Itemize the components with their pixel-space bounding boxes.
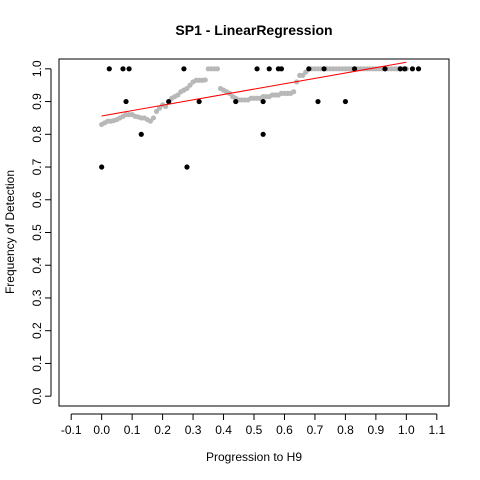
x-tick-label-2: 0.1 xyxy=(124,423,141,437)
y-tick-label-5: 0.5 xyxy=(30,224,44,241)
black-point-9 xyxy=(196,98,202,105)
gray-point-34 xyxy=(202,77,208,83)
black-point-22 xyxy=(382,66,388,72)
black-point-10 xyxy=(233,98,239,105)
x-tick-label-12: 1.1 xyxy=(428,423,445,437)
black-point-2 xyxy=(120,66,126,72)
black-point-18 xyxy=(315,98,321,105)
gray-point-19 xyxy=(156,105,163,111)
y-tick-label-1: 0.1 xyxy=(30,355,44,372)
x-tick-label-8: 0.7 xyxy=(307,423,324,437)
gray-point-17 xyxy=(150,115,157,121)
black-point-24 xyxy=(402,66,408,72)
gray-point-67 xyxy=(303,69,309,75)
black-point-6 xyxy=(166,98,172,105)
gray-points-layer xyxy=(99,66,409,128)
x-tick-label-3: 0.2 xyxy=(154,423,171,437)
black-point-23 xyxy=(397,66,403,72)
gray-point-28 xyxy=(184,85,190,92)
black-point-4 xyxy=(123,98,129,105)
black-point-16 xyxy=(278,66,285,72)
chart-title: SP1 - LinearRegression xyxy=(175,22,332,38)
regression-line-layer xyxy=(101,61,407,117)
y-tick-label-10: 1.0 xyxy=(30,60,44,77)
gray-point-29 xyxy=(187,82,193,88)
x-axis: -0.1 0.0 0.1 0.2 0.3 0.4 0.5 0.6 0.7 0.8 0.9 1.0 1.1 xyxy=(61,413,445,437)
x-tick-label-11: 1.0 xyxy=(398,423,415,437)
y-tick-label-4: 0.4 xyxy=(30,257,44,274)
y-tick-label-3: 0.3 xyxy=(30,289,44,306)
black-point-25 xyxy=(409,66,416,72)
x-tick-label-7: 0.6 xyxy=(276,423,293,437)
black-point-21 xyxy=(351,66,358,72)
y-axis-label: Frequency of Detection xyxy=(3,170,17,294)
black-point-12 xyxy=(260,131,266,137)
x-tick-label-10: 0.9 xyxy=(368,423,385,437)
black-point-3 xyxy=(126,66,132,72)
gray-point-38 xyxy=(214,66,221,72)
y-tick-label-8: 0.8 xyxy=(30,126,44,143)
gray-point-63 xyxy=(291,89,297,95)
gray-point-16 xyxy=(147,118,154,124)
y-axis: 0.0 0.1 0.2 0.3 0.4 0.5 0.6 0.7 0.8 0.9 1.0 xyxy=(30,60,52,405)
black-point-1 xyxy=(106,66,112,72)
black-point-17 xyxy=(306,66,312,72)
x-tick-label-0: -0.1 xyxy=(61,423,82,437)
y-tick-label-0: 0.0 xyxy=(30,388,44,405)
black-point-13 xyxy=(260,98,266,105)
x-tick-label-6: 0.5 xyxy=(246,423,263,437)
y-tick-label-6: 0.6 xyxy=(30,191,44,208)
regression-line xyxy=(101,61,407,117)
black-point-5 xyxy=(138,131,144,137)
black-points-layer xyxy=(99,66,422,170)
x-tick-label-5: 0.4 xyxy=(215,423,232,437)
x-tick-label-1: 0.0 xyxy=(93,423,110,437)
black-point-7 xyxy=(181,66,187,72)
black-point-26 xyxy=(415,66,422,72)
y-tick-label-9: 0.9 xyxy=(30,93,44,110)
gray-point-18 xyxy=(153,108,160,114)
x-tick-label-4: 0.3 xyxy=(185,423,202,437)
y-tick-label-7: 0.7 xyxy=(30,158,44,175)
black-point-14 xyxy=(266,66,272,72)
gray-point-66 xyxy=(300,72,306,78)
black-point-20 xyxy=(342,98,349,105)
x-axis-label: Progression to H9 xyxy=(206,450,302,464)
black-point-11 xyxy=(254,66,260,72)
gray-point-25 xyxy=(175,92,181,98)
black-point-19 xyxy=(321,66,327,72)
black-point-8 xyxy=(184,164,190,170)
black-point-0 xyxy=(99,164,105,170)
plot-frame xyxy=(58,58,450,407)
y-tick-label-2: 0.2 xyxy=(30,322,44,339)
x-tick-label-9: 0.8 xyxy=(337,423,354,437)
